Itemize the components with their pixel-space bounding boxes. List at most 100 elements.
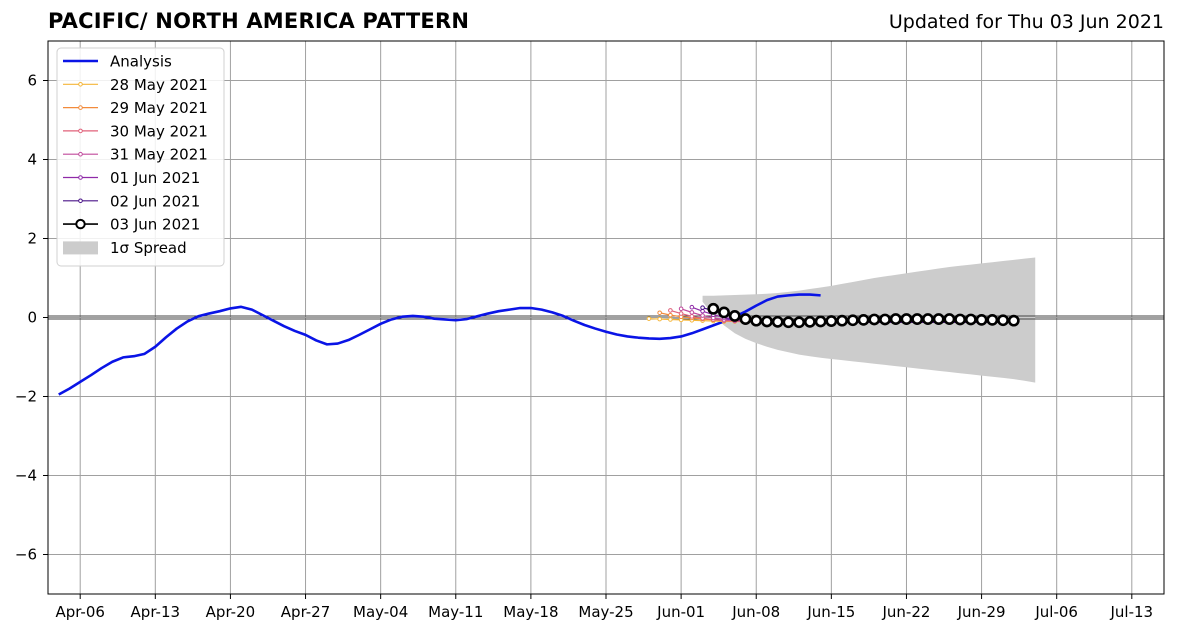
forecast-point bbox=[868, 313, 881, 326]
legend-swatch-marker bbox=[78, 151, 83, 157]
legend-label: 03 Jun 2021 bbox=[110, 216, 200, 234]
x-tick-label: Jul-13 bbox=[1110, 603, 1154, 621]
forecast-point bbox=[689, 304, 695, 310]
legend-label: 28 May 2021 bbox=[110, 76, 208, 94]
x-tick-label: May-11 bbox=[428, 603, 483, 621]
forecast-point bbox=[771, 315, 784, 328]
legend-label: Analysis bbox=[110, 53, 172, 71]
forecast-point bbox=[761, 315, 773, 328]
axes: Apr-06 Apr-13 Apr-20 Apr-27 May-04 May-11 May-… bbox=[15, 40, 1165, 621]
legend-swatch-spread bbox=[63, 241, 98, 255]
y-tick-label: 2 bbox=[27, 230, 37, 248]
forecast-point bbox=[997, 314, 1009, 327]
legend-label: 30 May 2021 bbox=[110, 122, 208, 140]
x-tick-label: May-04 bbox=[353, 603, 408, 621]
chart-title: PACIFIC/ NORTH AMERICA PATTERN bbox=[48, 9, 470, 33]
y-tick-label: 6 bbox=[27, 72, 37, 90]
forecast-point bbox=[793, 316, 806, 329]
y-tick-label: −6 bbox=[15, 546, 37, 564]
chart-subtitle: Updated for Thu 03 Jun 2021 bbox=[888, 11, 1164, 33]
forecast-point bbox=[954, 313, 967, 326]
forecast-point bbox=[782, 316, 795, 329]
forecast-point bbox=[825, 315, 838, 327]
legend-item: Analysis bbox=[63, 53, 172, 71]
legend-item: 31 May 2021 bbox=[63, 146, 208, 164]
forecast-point bbox=[700, 313, 705, 318]
forecast-point bbox=[857, 313, 870, 326]
forecast-point bbox=[646, 316, 652, 321]
forecast-point bbox=[668, 312, 673, 318]
forecast-point bbox=[803, 315, 816, 328]
x-tick-label: May-18 bbox=[503, 603, 558, 621]
legend-item: 01 Jun 2021 bbox=[63, 169, 200, 187]
legend-item: 28 May 2021 bbox=[63, 76, 208, 94]
analysis-series bbox=[58, 293, 821, 396]
legend-swatch-marker bbox=[78, 105, 83, 110]
x-tick-label: May-25 bbox=[578, 603, 633, 621]
forecast-point bbox=[678, 306, 684, 312]
grid bbox=[48, 41, 1164, 594]
forecast-point bbox=[943, 313, 956, 325]
legend-label: 29 May 2021 bbox=[110, 99, 208, 117]
forecast-03-jun-2021 bbox=[707, 302, 1020, 329]
forecast-point bbox=[922, 313, 934, 325]
x-tick-label: Jun-01 bbox=[656, 603, 705, 621]
forecast-point bbox=[689, 314, 695, 319]
forecast-point bbox=[836, 314, 848, 327]
forecast-point bbox=[814, 315, 827, 328]
legend-item: 02 Jun 2021 bbox=[63, 192, 200, 210]
legend-item: 30 May 2021 bbox=[63, 122, 208, 140]
analysis-line bbox=[58, 293, 821, 396]
legend-item: 1σ Spread bbox=[63, 239, 187, 257]
x-tick-label: Apr-13 bbox=[131, 603, 181, 621]
legend-label: 02 Jun 2021 bbox=[110, 192, 200, 210]
y-tick-label: 4 bbox=[27, 151, 37, 169]
forecast-point bbox=[739, 313, 752, 325]
x-tick-label: Apr-20 bbox=[206, 603, 256, 621]
legend-item: 29 May 2021 bbox=[63, 99, 208, 117]
forecast-point bbox=[657, 310, 662, 316]
forecast-point bbox=[728, 310, 741, 322]
forecast-point bbox=[986, 313, 999, 326]
forecast-point bbox=[700, 305, 705, 310]
x-tick-label: Jun-08 bbox=[731, 603, 780, 621]
x-tick-label: Jun-15 bbox=[806, 603, 855, 621]
plot-frame bbox=[47, 40, 1165, 595]
forecast-point bbox=[911, 313, 924, 325]
forecast-point bbox=[889, 313, 902, 325]
legend-label: 31 May 2021 bbox=[110, 146, 208, 164]
x-tick-label: Apr-27 bbox=[281, 603, 331, 621]
y-tick-label: 0 bbox=[27, 309, 37, 327]
forecast-point bbox=[689, 310, 695, 315]
x-tick-label: Jul-06 bbox=[1034, 603, 1078, 621]
forecast-series bbox=[646, 302, 1020, 329]
x-tick-label: Apr-06 bbox=[55, 603, 105, 621]
forecast-point bbox=[750, 314, 763, 327]
y-tick-label: −4 bbox=[15, 467, 37, 485]
forecast-point bbox=[678, 311, 684, 316]
legend-swatch-marker bbox=[78, 175, 83, 180]
legend-box bbox=[56, 47, 225, 267]
forecast-point bbox=[932, 313, 945, 325]
x-tick-label: Jun-22 bbox=[881, 603, 930, 621]
forecast-point bbox=[846, 314, 859, 327]
legend-swatch-marker bbox=[78, 128, 83, 134]
forecast-point bbox=[879, 313, 891, 326]
legend-label: 01 Jun 2021 bbox=[110, 169, 200, 187]
forecast-point bbox=[668, 308, 673, 313]
legend-item: 03 Jun 2021 bbox=[63, 216, 200, 234]
forecast-point bbox=[718, 306, 730, 319]
y-tick-label: −2 bbox=[15, 388, 37, 406]
forecast-point bbox=[707, 302, 720, 315]
forecast-point bbox=[964, 313, 977, 326]
legend-swatch-marker bbox=[78, 198, 83, 204]
forecast-point bbox=[1007, 314, 1020, 327]
legend-swatch-marker bbox=[75, 218, 86, 230]
legend-label: 1σ Spread bbox=[110, 239, 187, 257]
x-tick-label: Jun-29 bbox=[957, 603, 1006, 621]
forecast-point bbox=[668, 317, 673, 322]
forecast-point bbox=[975, 313, 988, 326]
legend-swatch-marker bbox=[78, 82, 83, 87]
forecast-point bbox=[657, 316, 662, 322]
